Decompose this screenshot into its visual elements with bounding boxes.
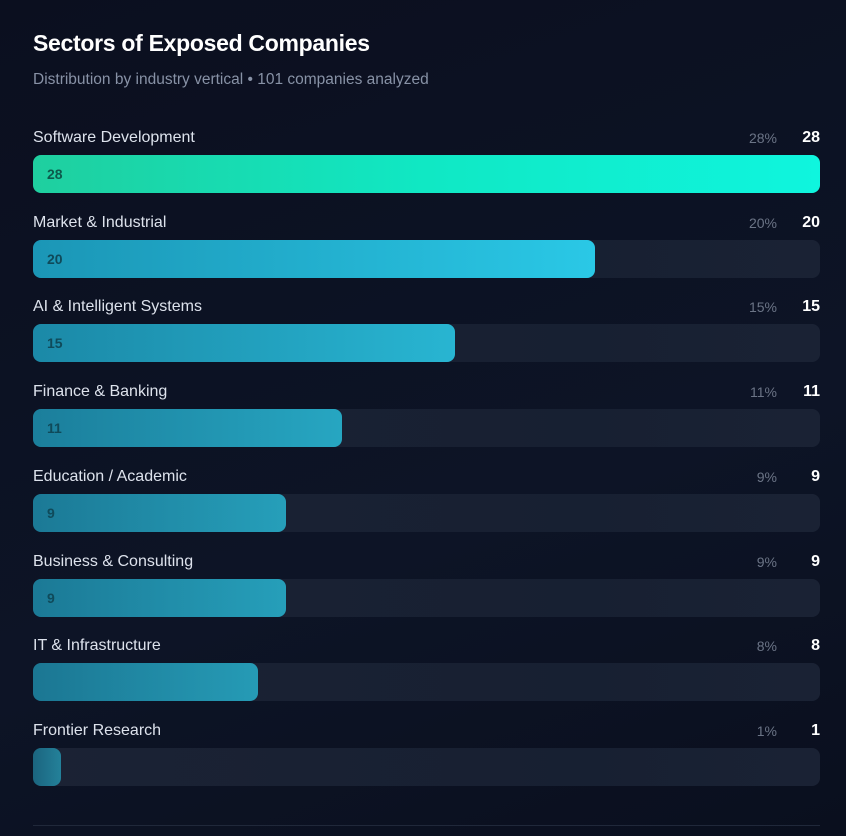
- bar-row: Software Development 28% 28 28: [33, 129, 820, 209]
- bar-row: Market & Industrial 20% 20 20: [33, 214, 820, 294]
- percent-label: 1%: [756, 722, 777, 739]
- bar: 15: [33, 324, 455, 363]
- bar-track: 11: [33, 409, 820, 448]
- percent-label: 28%: [748, 130, 777, 146]
- bar-row: Finance & Banking 11% 11 11: [33, 383, 820, 463]
- bar-track: [33, 663, 820, 702]
- bar-track: 15: [33, 324, 820, 363]
- category-label: AI & Intelligent Systems: [33, 298, 202, 316]
- bar: 20: [33, 239, 596, 278]
- category-label: Finance & Banking: [33, 383, 168, 401]
- bar-track: 9: [33, 493, 820, 532]
- bar: 9: [33, 493, 286, 532]
- bar-value-label: 20: [47, 250, 63, 267]
- category-label: Market & Industrial: [33, 213, 167, 231]
- bar-value-label: 9: [47, 589, 55, 606]
- footer-divider: [33, 825, 820, 826]
- bar-track: [33, 747, 820, 786]
- category-label: Frontier Research: [33, 721, 162, 739]
- bar-row: Education / Academic 9% 9 9: [33, 468, 820, 548]
- count-label: 11: [803, 383, 820, 401]
- category-label: Software Development: [33, 129, 195, 146]
- bar-track: 28: [33, 155, 820, 193]
- percent-label: 9%: [756, 553, 777, 570]
- bar-value-label: 11: [47, 420, 62, 437]
- bar: [33, 747, 62, 786]
- bar-row: IT & Infrastructure 8% 8: [33, 637, 820, 717]
- count-label: 9: [811, 467, 820, 485]
- bar-row: Business & Consulting 9% 9 9: [33, 553, 820, 633]
- bar-track: 20: [33, 239, 820, 278]
- count-label: 28: [802, 129, 820, 146]
- count-label: 20: [802, 213, 820, 231]
- count-label: 15: [802, 298, 820, 316]
- chart-title: Sectors of Exposed Companies: [33, 30, 370, 56]
- chart-subtitle: Distribution by industry vertical • 101 …: [33, 71, 429, 88]
- bar-row: AI & Intelligent Systems 15% 15 15: [33, 298, 820, 378]
- category-label: Education / Academic: [33, 467, 187, 485]
- percent-label: 20%: [748, 214, 777, 231]
- category-label: IT & Infrastructure: [33, 637, 161, 655]
- count-label: 8: [811, 637, 820, 655]
- bar-track: 9: [33, 578, 820, 617]
- bar: [33, 663, 258, 702]
- count-label: 1: [811, 721, 820, 739]
- count-label: 9: [811, 552, 820, 570]
- percent-label: 8%: [756, 638, 777, 655]
- category-label: Business & Consulting: [33, 552, 194, 570]
- bar-value-label: 28: [47, 166, 63, 182]
- percent-label: 11%: [750, 384, 777, 401]
- bar: 11: [33, 409, 343, 448]
- bar: 28: [33, 155, 820, 193]
- bar-value-label: 9: [47, 504, 55, 521]
- bar-value-label: 15: [47, 335, 63, 352]
- percent-label: 15%: [748, 299, 777, 316]
- bar: 9: [33, 578, 286, 617]
- bar-row: Frontier Research 1% 1: [33, 722, 820, 802]
- percent-label: 9%: [756, 468, 777, 485]
